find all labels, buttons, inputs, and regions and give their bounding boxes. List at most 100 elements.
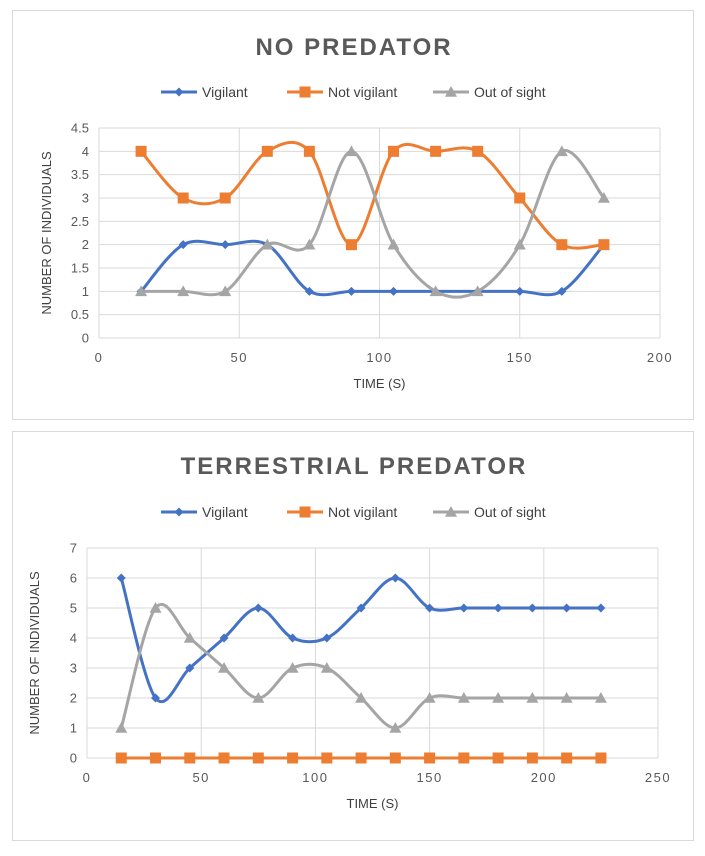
legend-label-out-of-sight: Out of sight xyxy=(474,504,546,520)
data-point-out-of-sight xyxy=(355,692,368,703)
data-point-out-of-sight xyxy=(389,722,402,733)
data-point-out-of-sight xyxy=(594,692,607,703)
y-tick-label: 1 xyxy=(82,284,89,299)
legend-marker-out-of-sight xyxy=(445,86,457,97)
data-point-vigilant xyxy=(304,286,314,296)
x-tick-label: 150 xyxy=(507,350,533,365)
data-point-out-of-sight xyxy=(560,692,573,703)
data-point-out-of-sight xyxy=(135,285,148,297)
x-tick-labels: 0 50 100 150 200 250 xyxy=(83,770,671,785)
series-not-vigilant xyxy=(135,140,610,251)
x-tick-label: 200 xyxy=(647,350,673,365)
data-point-not-vigilant xyxy=(556,239,568,251)
data-point-out-of-sight xyxy=(345,145,358,157)
y-tick-label: 3.5 xyxy=(71,167,89,182)
series-line-not-vigilant xyxy=(139,140,605,250)
y-tick-label: 4 xyxy=(70,631,77,646)
data-point-not-vigilant xyxy=(345,239,357,251)
data-point-vigilant xyxy=(356,603,366,613)
data-point-vigilant xyxy=(527,603,537,613)
x-tick-label: 100 xyxy=(302,770,328,785)
legend-item-out-of-sight: Out of sight xyxy=(433,504,546,520)
y-tick-label: 4 xyxy=(82,144,89,159)
data-point-vigilant xyxy=(389,286,399,296)
x-axis-title: TIME (S) xyxy=(354,376,406,391)
data-point-out-of-sight xyxy=(183,632,196,643)
y-tick-label: 1.5 xyxy=(71,261,89,276)
y-tick-label: 2 xyxy=(82,237,89,252)
legend: Vigilant Not vigilant Out of sight xyxy=(161,504,546,520)
data-point-out-of-sight xyxy=(286,662,299,673)
data-point-vigilant xyxy=(253,603,263,613)
x-tick-label: 50 xyxy=(231,350,248,365)
y-tick-label: 6 xyxy=(70,571,77,586)
data-point-not-vigilant xyxy=(526,752,538,764)
data-point-out-of-sight xyxy=(513,238,526,250)
data-point-not-vigilant xyxy=(252,752,264,764)
chart-terrestrial-predator: TERRESTRIAL PREDATOR Vigilant Not vigilant… xyxy=(27,453,671,811)
data-point-vigilant xyxy=(515,286,525,296)
data-point-out-of-sight xyxy=(219,285,232,297)
legend-item-out-of-sight: Out of sight xyxy=(433,84,546,100)
x-tick-label: 250 xyxy=(645,770,671,785)
y-tick-labels: 0 1 2 3 4 5 6 7 xyxy=(70,541,77,766)
data-point-not-vigilant xyxy=(150,752,162,764)
data-point-vigilant xyxy=(425,603,435,613)
data-point-not-vigilant xyxy=(472,145,484,157)
data-point-not-vigilant xyxy=(388,145,400,157)
series-line-vigilant xyxy=(139,239,606,297)
y-tick-label: 2.5 xyxy=(71,214,89,229)
data-point-out-of-sight xyxy=(177,285,190,297)
legend-marker-vigilant xyxy=(174,87,184,97)
y-tick-label: 4.5 xyxy=(71,121,89,136)
y-axis-title: NUMBER OF INDIVIDUALS xyxy=(27,571,42,735)
gridlines xyxy=(98,127,661,339)
data-point-not-vigilant xyxy=(177,192,189,204)
data-point-out-of-sight xyxy=(457,692,470,703)
x-tick-labels: 0 50 100 150 200 xyxy=(95,350,673,365)
legend-item-vigilant: Vigilant xyxy=(161,504,248,520)
series-out-of-sight xyxy=(115,602,607,733)
data-point-out-of-sight xyxy=(555,145,568,157)
data-point-vigilant xyxy=(288,633,298,643)
y-tick-label: 5 xyxy=(70,601,77,616)
data-point-not-vigilant xyxy=(595,752,607,764)
legend-marker-vigilant xyxy=(174,507,184,517)
data-point-vigilant xyxy=(557,286,567,296)
x-tick-label: 150 xyxy=(416,770,442,785)
y-tick-label: 7 xyxy=(70,541,77,556)
data-point-not-vigilant xyxy=(492,752,504,764)
data-point-out-of-sight xyxy=(597,192,610,203)
x-tick-label: 200 xyxy=(531,770,557,785)
data-point-not-vigilant xyxy=(355,752,367,764)
data-point-not-vigilant xyxy=(514,192,526,204)
data-point-vigilant xyxy=(219,633,229,643)
data-point-vigilant xyxy=(346,286,356,296)
data-point-not-vigilant xyxy=(430,145,442,157)
data-point-out-of-sight xyxy=(423,692,436,703)
data-point-out-of-sight xyxy=(115,722,128,733)
data-point-out-of-sight xyxy=(471,285,484,297)
data-point-vigilant xyxy=(185,663,195,673)
data-point-not-vigilant xyxy=(184,752,196,764)
x-tick-label: 0 xyxy=(95,350,104,365)
chart-panel-terrestrial-predator: TERRESTRIAL PREDATOR Vigilant Not vigilant… xyxy=(12,431,694,841)
data-point-vigilant xyxy=(151,693,161,703)
data-point-not-vigilant xyxy=(287,752,299,764)
legend-item-not-vigilant: Not vigilant xyxy=(287,84,397,100)
data-point-not-vigilant xyxy=(135,145,147,157)
data-point-not-vigilant xyxy=(389,752,401,764)
data-point-vigilant xyxy=(596,603,606,613)
data-point-not-vigilant xyxy=(303,145,315,157)
legend: Vigilant Not vigilant Out of sight xyxy=(161,84,546,100)
y-tick-label: 0.5 xyxy=(71,307,89,322)
series-not-vigilant xyxy=(115,752,607,764)
legend-item-not-vigilant: Not vigilant xyxy=(287,504,397,520)
series-out-of-sight xyxy=(135,145,610,299)
legend-item-vigilant: Vigilant xyxy=(161,84,248,100)
legend-label-vigilant: Vigilant xyxy=(202,84,248,100)
x-tick-label: 50 xyxy=(192,770,209,785)
legend-label-out-of-sight: Out of sight xyxy=(474,84,546,100)
data-point-not-vigilant xyxy=(218,752,230,764)
data-point-not-vigilant xyxy=(561,752,573,764)
